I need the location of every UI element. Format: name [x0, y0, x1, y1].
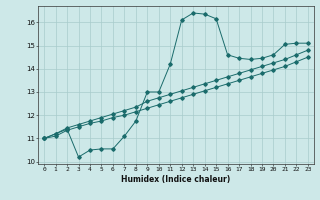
X-axis label: Humidex (Indice chaleur): Humidex (Indice chaleur)	[121, 175, 231, 184]
